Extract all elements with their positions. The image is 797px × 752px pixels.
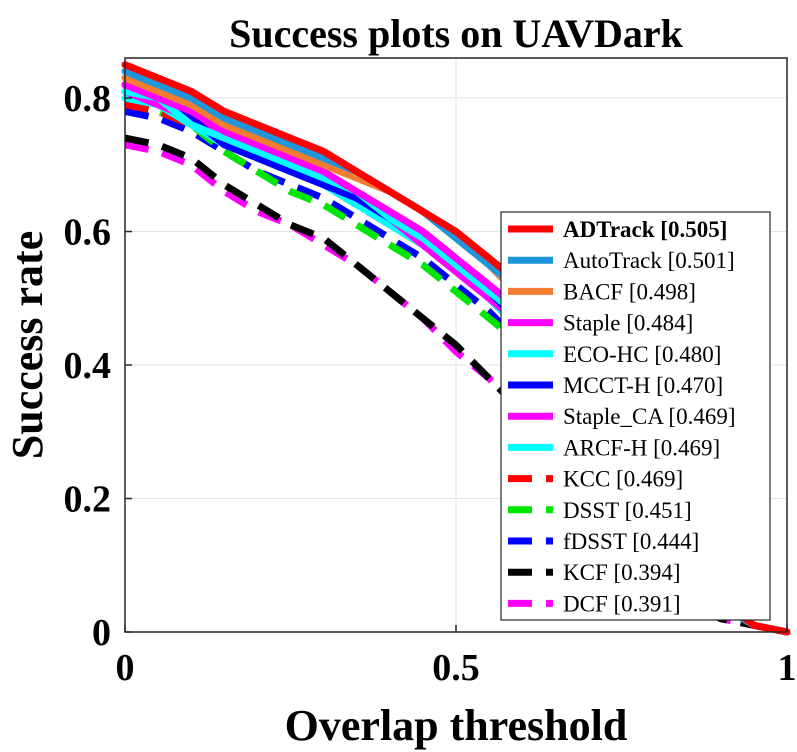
chart-title: Success plots on UAVDark — [229, 11, 684, 56]
y-tick-label: 0.6 — [64, 212, 112, 254]
legend-label-7: Staple_CA [0.469] — [563, 404, 736, 429]
x-tick-label: 0 — [116, 647, 135, 689]
y-axis-label: Success rate — [3, 231, 52, 460]
series-line-13 — [124, 141, 788, 636]
legend-label-8: ARCF-H [0.469] — [563, 435, 720, 460]
legend-label-5: ECO-HC [0.480] — [563, 342, 721, 367]
legend-label-2: AutoTrack [0.501] — [563, 248, 735, 273]
legend-label-10: DSST [0.451] — [563, 498, 692, 523]
x-axis-label: Overlap threshold — [285, 701, 628, 750]
y-tick-label: 0.2 — [64, 479, 112, 521]
y-tick-label: 0 — [92, 612, 111, 654]
legend-label-1: ADTrack [0.505] — [563, 217, 727, 242]
legend-label-12: KCF [0.394] — [563, 560, 681, 585]
axis-ticks: 0 0.5 1 0 0.2 0.4 0.6 0.8 — [64, 78, 797, 689]
y-tick-label: 0.4 — [64, 345, 112, 387]
x-tick-label: 1 — [778, 647, 797, 689]
legend-label-6: MCCT-H [0.470] — [563, 373, 723, 398]
legend: ADTrack [0.505] AutoTrack [0.501] BACF [0.… — [500, 211, 771, 621]
legend-label-11: fDSST [0.444] — [563, 529, 699, 554]
x-tick-label: 0.5 — [432, 647, 480, 689]
legend-label-4: Staple [0.484] — [563, 311, 693, 336]
legend-label-9: KCC [0.469] — [563, 467, 683, 492]
legend-label-13: DCF [0.391] — [563, 591, 681, 616]
y-tick-label: 0.8 — [64, 78, 112, 120]
legend-label-3: BACF [0.498] — [563, 279, 696, 304]
